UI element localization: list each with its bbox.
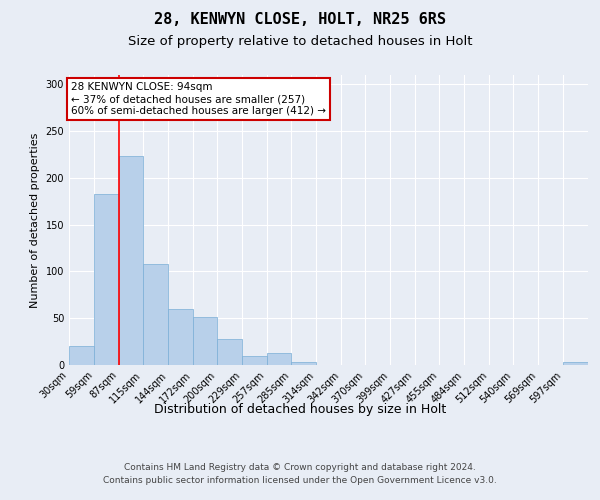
Text: Distribution of detached houses by size in Holt: Distribution of detached houses by size … bbox=[154, 402, 446, 415]
Bar bbox=[168, 309, 193, 365]
Text: Contains HM Land Registry data © Crown copyright and database right 2024.: Contains HM Land Registry data © Crown c… bbox=[124, 462, 476, 471]
Bar bbox=[291, 362, 316, 365]
Bar bbox=[266, 353, 291, 365]
Text: 28, KENWYN CLOSE, HOLT, NR25 6RS: 28, KENWYN CLOSE, HOLT, NR25 6RS bbox=[154, 12, 446, 28]
Y-axis label: Number of detached properties: Number of detached properties bbox=[30, 132, 40, 308]
Bar bbox=[69, 346, 94, 365]
Bar bbox=[242, 356, 266, 365]
Text: 28 KENWYN CLOSE: 94sqm
← 37% of detached houses are smaller (257)
60% of semi-de: 28 KENWYN CLOSE: 94sqm ← 37% of detached… bbox=[71, 82, 326, 116]
Bar bbox=[119, 156, 143, 365]
Bar bbox=[193, 318, 217, 365]
Bar bbox=[217, 339, 242, 365]
Bar bbox=[94, 194, 119, 365]
Text: Contains public sector information licensed under the Open Government Licence v3: Contains public sector information licen… bbox=[103, 476, 497, 485]
Bar bbox=[143, 264, 168, 365]
Bar bbox=[563, 362, 588, 365]
Text: Size of property relative to detached houses in Holt: Size of property relative to detached ho… bbox=[128, 35, 472, 48]
